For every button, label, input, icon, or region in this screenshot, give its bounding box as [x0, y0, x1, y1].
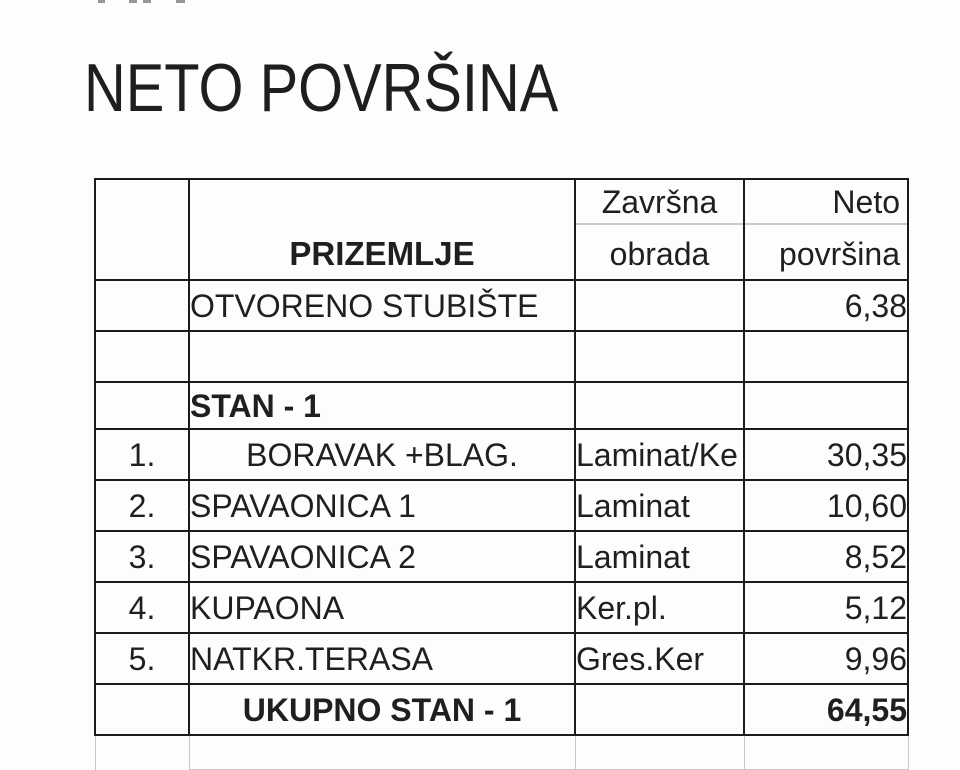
page-title: NETO POVRŠINA [84, 50, 559, 126]
header-area-line1: Neto [746, 181, 906, 225]
area-cell: 8,52 [743, 530, 909, 583]
row-number-cell [94, 683, 190, 736]
room-name-cell [188, 330, 576, 383]
scan-artifact [176, 0, 185, 3]
ghost-cell [188, 735, 576, 770]
finish-cell: Laminat [574, 479, 745, 532]
header-floor-cell: PRIZEMLJE [188, 178, 576, 281]
room-name-cell: SPAVAONICA 2 [188, 530, 576, 583]
table-row: 5. NATKR.TERASA Gres.Ker 9,96 [94, 632, 909, 685]
row-number-cell: 5. [94, 632, 190, 685]
table-row-section: STAN - 1 [94, 381, 909, 430]
area-cell: 30,35 [743, 428, 909, 481]
table-row: 1. BORAVAK +BLAG. Laminat/Ke 30,35 [94, 428, 909, 481]
table-row-total: UKUPNO STAN - 1 64,55 [94, 683, 909, 736]
room-name-cell: BORAVAK +BLAG. [188, 428, 576, 481]
finish-cell [574, 330, 745, 383]
room-name-cell: NATKR.TERASA [188, 632, 576, 685]
ghost-cell [743, 735, 909, 770]
net-area-table: PRIZEMLJE Završna obrada Neto površina O… [94, 178, 909, 770]
ghost-cell [574, 735, 745, 770]
table-row: OTVORENO STUBIŠTE 6,38 [94, 279, 909, 332]
area-cell: 6,38 [743, 279, 909, 332]
area-cell: 10,60 [743, 479, 909, 532]
finish-cell: Laminat [574, 530, 745, 583]
row-number-cell [94, 381, 190, 430]
table-row-partial [94, 735, 909, 770]
row-number-cell: 1. [94, 428, 190, 481]
finish-cell [574, 279, 745, 332]
row-number-cell [94, 279, 190, 332]
header-finish-line2: obrada [609, 236, 710, 272]
total-area-cell: 64,55 [743, 683, 909, 736]
room-name-cell: SPAVAONICA 1 [188, 479, 576, 532]
table-row: 3. SPAVAONICA 2 Laminat 8,52 [94, 530, 909, 583]
finish-cell: Laminat/Ke [574, 428, 745, 481]
room-name-cell: OTVORENO STUBIŠTE [188, 279, 576, 332]
total-label-cell: UKUPNO STAN - 1 [188, 683, 576, 736]
scan-artifact [129, 0, 137, 3]
finish-cell: Gres.Ker [574, 632, 745, 685]
finish-cell [574, 683, 745, 736]
header-area-cell: Neto površina [743, 178, 909, 281]
floor-header-label: PRIZEMLJE [289, 235, 475, 272]
table-row: 4. KUPAONA Ker.pl. 5,12 [94, 581, 909, 634]
row-number-cell: 2. [94, 479, 190, 532]
finish-cell [574, 381, 745, 430]
header-empty-cell [94, 178, 190, 281]
header-finish-line1: Završna [577, 181, 742, 225]
scan-artifact [143, 0, 151, 3]
area-cell [743, 330, 909, 383]
area-cell [743, 381, 909, 430]
table-header-row: PRIZEMLJE Završna obrada Neto površina [94, 178, 909, 281]
finish-cell: Ker.pl. [574, 581, 745, 634]
section-name-cell: STAN - 1 [188, 381, 576, 430]
area-cell: 9,96 [743, 632, 909, 685]
scan-artifact [98, 0, 105, 3]
area-cell: 5,12 [743, 581, 909, 634]
header-finish-cell: Završna obrada [574, 178, 745, 281]
ghost-cell [94, 735, 190, 770]
table-row-empty [94, 330, 909, 383]
row-number-cell: 4. [94, 581, 190, 634]
row-number-cell: 3. [94, 530, 190, 583]
table-row: 2. SPAVAONICA 1 Laminat 10,60 [94, 479, 909, 532]
header-area-line2: površina [779, 236, 900, 272]
row-number-cell [94, 330, 190, 383]
room-name-cell: KUPAONA [188, 581, 576, 634]
